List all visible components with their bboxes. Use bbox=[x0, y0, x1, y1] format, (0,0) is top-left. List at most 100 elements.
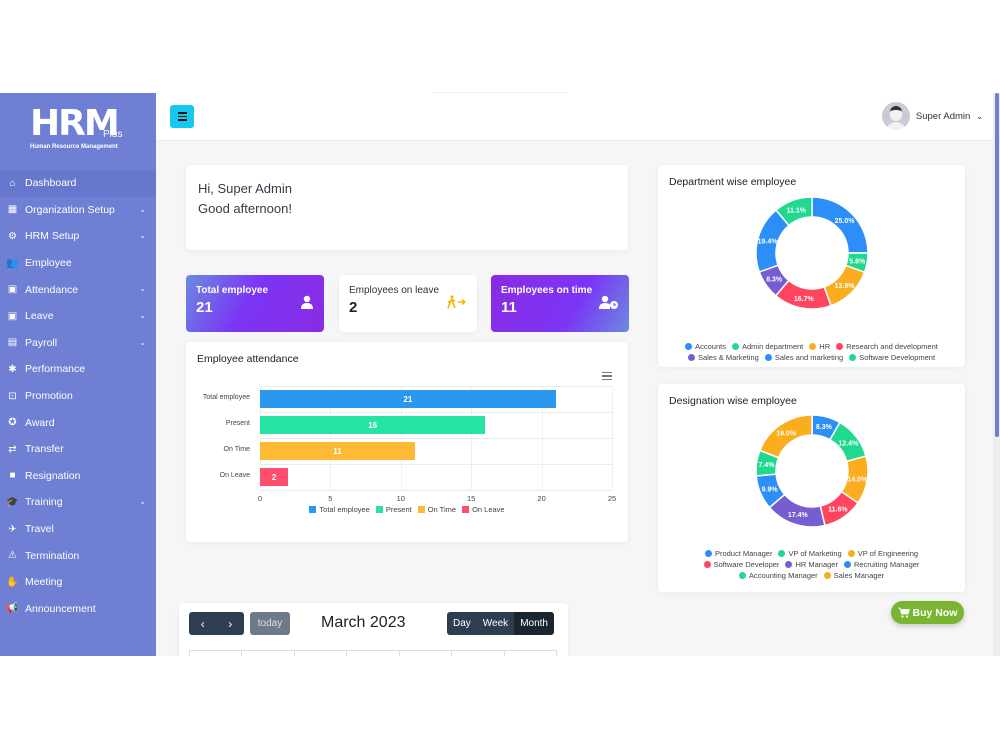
scrollbar-thumb[interactable] bbox=[995, 93, 999, 437]
id-badge-icon: ▣ bbox=[7, 310, 18, 322]
department-donut-chart: 25.0% 5.6% 13.9% 16.7% 8.3% 19.4% 11.1% bbox=[755, 196, 869, 310]
user-name: Super Admin bbox=[915, 110, 971, 122]
sidebar-item-organization-setup[interactable]: ▦ Organization Setup ⌄ bbox=[0, 197, 156, 224]
bar[interactable]: 16 bbox=[260, 416, 486, 434]
slice-label: 9.9% bbox=[762, 486, 779, 493]
today-button[interactable]: today bbox=[250, 612, 290, 635]
legend-item[interactable]: HR Manager bbox=[785, 559, 838, 570]
sidebar-item-transfer[interactable]: ⇄ Transfer bbox=[0, 436, 156, 463]
legend-item[interactable]: Accounts bbox=[685, 341, 726, 352]
legend-item[interactable]: Product Manager bbox=[704, 548, 772, 559]
hamburger-icon[interactable] bbox=[602, 370, 612, 382]
calendar-title: March 2023 bbox=[321, 614, 406, 631]
stat-value: 21 bbox=[196, 299, 213, 316]
sidebar-item-termination[interactable]: ⚠ Termination bbox=[0, 542, 156, 569]
legend-label: On Time bbox=[427, 505, 457, 514]
sidebar-toggle-button[interactable] bbox=[170, 105, 194, 128]
sidebar-item-training[interactable]: 🎓 Training ⌄ bbox=[0, 489, 156, 516]
sidebar-item-label: Leave bbox=[25, 310, 54, 323]
legend-item[interactable]: Accounting Manager bbox=[738, 570, 818, 581]
view-day-button[interactable]: Day bbox=[447, 612, 477, 635]
legend-item[interactable]: Total employee bbox=[309, 504, 370, 515]
legend-label: Accounts bbox=[695, 342, 726, 351]
logo-main: HRM bbox=[30, 103, 120, 144]
page-scrollbar[interactable] bbox=[993, 93, 1000, 656]
legend-item[interactable]: On Time bbox=[417, 504, 457, 515]
view-month-button[interactable]: Month bbox=[514, 612, 554, 635]
greeting-card: Hi, Super Admin Good afternoon! bbox=[186, 165, 628, 250]
legend-item[interactable]: Recruiting Manager bbox=[843, 559, 919, 570]
donut-slice[interactable] bbox=[758, 414, 813, 459]
transfer-icon: ⇄ bbox=[8, 443, 17, 455]
legend-item[interactable]: Present bbox=[375, 504, 412, 515]
file-icon: ▤ bbox=[7, 337, 18, 349]
logo-subtitle: Human Resource Management bbox=[30, 144, 118, 150]
sidebar-item-promotion[interactable]: ⊡ Promotion bbox=[0, 383, 156, 410]
legend-item[interactable]: Software Development bbox=[849, 352, 935, 363]
bar[interactable]: 2 bbox=[260, 468, 289, 486]
sidebar-item-attendance[interactable]: ▣ Attendance ⌄ bbox=[0, 276, 156, 303]
legend-label: VP of Engineering bbox=[857, 549, 919, 558]
legend-item[interactable]: Sales and marketing bbox=[764, 352, 843, 363]
stat-employees-on-leave[interactable]: Employees on leave 2 bbox=[339, 275, 477, 332]
legend-label: Accounting Manager bbox=[748, 571, 818, 580]
stat-value: 2 bbox=[349, 299, 358, 316]
donut-slice[interactable] bbox=[811, 196, 869, 254]
sidebar-item-label: Transfer bbox=[25, 443, 64, 456]
slice-label: 17.4% bbox=[788, 512, 809, 519]
legend-item[interactable]: On Leave bbox=[462, 504, 505, 515]
legend-item[interactable]: Sales & Marketing bbox=[687, 352, 759, 363]
sidebar-item-dashboard[interactable]: ⌂ Dashboard bbox=[0, 170, 156, 197]
legend-swatch bbox=[778, 550, 786, 557]
chevron-down-icon: ⌄ bbox=[139, 204, 146, 214]
x-tick-label: 5 bbox=[328, 494, 333, 503]
users-icon: 👥 bbox=[6, 257, 19, 269]
sidebar-item-performance[interactable]: ✱ Performance bbox=[0, 356, 156, 383]
y-category-label: On Time bbox=[223, 446, 250, 453]
legend-label: VP of Marketing bbox=[788, 549, 842, 558]
user-clock-icon bbox=[599, 295, 619, 313]
calendar-view-switch: Day Week Month bbox=[447, 612, 554, 635]
legend-swatch bbox=[309, 506, 317, 513]
legend-item[interactable]: Research and development bbox=[836, 341, 938, 352]
logo[interactable]: HRM Plus Human Resource Management bbox=[28, 105, 132, 153]
sidebar-item-payroll[interactable]: ▤ Payroll ⌄ bbox=[0, 330, 156, 357]
hamburger-icon bbox=[177, 111, 187, 122]
donut-slice[interactable] bbox=[774, 196, 813, 227]
bar[interactable]: 11 bbox=[260, 442, 415, 460]
sidebar-item-employee[interactable]: 👥 Employee bbox=[0, 250, 156, 277]
legend-item[interactable]: VP of Engineering bbox=[847, 548, 919, 559]
gridline bbox=[260, 490, 612, 491]
sidebar-item-award[interactable]: ✪ Award bbox=[0, 409, 156, 436]
calendar-nav: ‹ › bbox=[189, 612, 244, 635]
stat-total-employee[interactable]: Total employee 21 bbox=[186, 275, 324, 332]
legend-item[interactable]: HR bbox=[809, 341, 830, 352]
sidebar-item-announcement[interactable]: 📢 Announcement bbox=[0, 596, 156, 623]
legend-item[interactable]: Admin department bbox=[731, 341, 803, 352]
legend-swatch bbox=[375, 506, 383, 513]
prev-month-button[interactable]: ‹ bbox=[200, 616, 205, 631]
stat-employees-on-time[interactable]: Employees on time 11 bbox=[491, 275, 629, 332]
bar[interactable]: 21 bbox=[260, 390, 556, 408]
sidebar-item-label: Termination bbox=[25, 549, 80, 562]
legend-item[interactable]: Sales Manager bbox=[823, 570, 884, 581]
buy-now-button[interactable]: Buy Now bbox=[891, 601, 964, 624]
sidebar-item-resignation[interactable]: ■ Resignation bbox=[0, 463, 156, 490]
view-week-button[interactable]: Week bbox=[476, 612, 515, 635]
sidebar-item-travel[interactable]: ✈ Travel bbox=[0, 516, 156, 543]
gridline bbox=[260, 464, 612, 465]
legend-swatch bbox=[785, 561, 793, 568]
sidebar-item-hrm-setup[interactable]: ⚙ HRM Setup ⌄ bbox=[0, 223, 156, 250]
legend-item[interactable]: Software Developer bbox=[703, 559, 779, 570]
chevron-down-icon: ⌄ bbox=[976, 111, 983, 121]
next-month-button[interactable]: › bbox=[228, 616, 233, 631]
sidebar-item-meeting[interactable]: ✋ Meeting bbox=[0, 569, 156, 596]
handshake-icon: ✋ bbox=[6, 576, 19, 588]
sidebar-item-leave[interactable]: ▣ Leave ⌄ bbox=[0, 303, 156, 330]
home-icon: ⌂ bbox=[9, 177, 16, 189]
user-menu[interactable]: Super Admin ⌄ bbox=[881, 102, 983, 130]
sidebar-item-label: Dashboard bbox=[25, 177, 77, 190]
slice-label: 11.6% bbox=[828, 507, 848, 514]
running-icon: ✱ bbox=[8, 363, 17, 375]
legend-item[interactable]: VP of Marketing bbox=[778, 548, 842, 559]
